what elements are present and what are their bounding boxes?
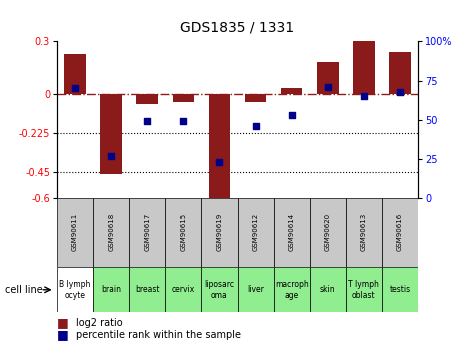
Point: [396, 89, 404, 95]
Text: GSM90612: GSM90612: [253, 213, 258, 250]
Text: ■: ■: [57, 328, 69, 341]
Text: GSM90619: GSM90619: [217, 213, 222, 250]
Point: [216, 159, 223, 165]
Bar: [136, 94, 158, 104]
Text: macroph
age: macroph age: [275, 280, 309, 299]
Text: B lymph
ocyte: B lymph ocyte: [59, 280, 91, 299]
Text: GSM90613: GSM90613: [361, 213, 367, 250]
Text: GSM90615: GSM90615: [180, 213, 186, 250]
Point: [143, 119, 151, 124]
Text: testis: testis: [390, 285, 410, 294]
Text: ■: ■: [57, 316, 69, 329]
Bar: [165, 267, 201, 312]
Bar: [100, 94, 122, 174]
Text: GSM90616: GSM90616: [397, 213, 403, 250]
Point: [71, 86, 79, 91]
Text: GSM90618: GSM90618: [108, 213, 114, 250]
Bar: [165, 198, 201, 267]
Bar: [274, 198, 310, 267]
Point: [288, 112, 295, 118]
Bar: [172, 94, 194, 102]
Bar: [389, 52, 411, 94]
Text: liposarc
oma: liposarc oma: [204, 280, 235, 299]
Bar: [382, 267, 418, 312]
Text: GSM90620: GSM90620: [325, 213, 331, 250]
Point: [324, 84, 332, 90]
Bar: [64, 53, 86, 94]
Text: cervix: cervix: [172, 285, 195, 294]
Bar: [238, 198, 274, 267]
Bar: [382, 198, 418, 267]
Text: log2 ratio: log2 ratio: [76, 318, 123, 327]
Text: brain: brain: [101, 285, 121, 294]
Bar: [346, 198, 382, 267]
Text: cell line: cell line: [5, 285, 42, 295]
Text: breast: breast: [135, 285, 160, 294]
Bar: [129, 267, 165, 312]
Bar: [57, 267, 93, 312]
Bar: [93, 267, 129, 312]
Text: percentile rank within the sample: percentile rank within the sample: [76, 330, 241, 339]
Text: GSM90617: GSM90617: [144, 213, 150, 250]
Point: [180, 119, 187, 124]
Bar: [129, 198, 165, 267]
Bar: [201, 267, 238, 312]
Text: GSM90611: GSM90611: [72, 213, 78, 250]
Text: T lymph
oblast: T lymph oblast: [349, 280, 379, 299]
Bar: [353, 41, 375, 94]
Bar: [93, 198, 129, 267]
Bar: [201, 198, 238, 267]
Text: GSM90614: GSM90614: [289, 213, 294, 250]
Bar: [274, 267, 310, 312]
Bar: [245, 94, 266, 102]
Bar: [238, 267, 274, 312]
Bar: [310, 198, 346, 267]
Text: GDS1835 / 1331: GDS1835 / 1331: [180, 21, 294, 35]
Point: [107, 153, 115, 159]
Bar: [317, 62, 339, 94]
Bar: [281, 88, 303, 94]
Bar: [310, 267, 346, 312]
Bar: [346, 267, 382, 312]
Text: liver: liver: [247, 285, 264, 294]
Bar: [209, 94, 230, 202]
Point: [252, 124, 259, 129]
Bar: [57, 198, 93, 267]
Point: [360, 93, 368, 99]
Text: skin: skin: [320, 285, 335, 294]
